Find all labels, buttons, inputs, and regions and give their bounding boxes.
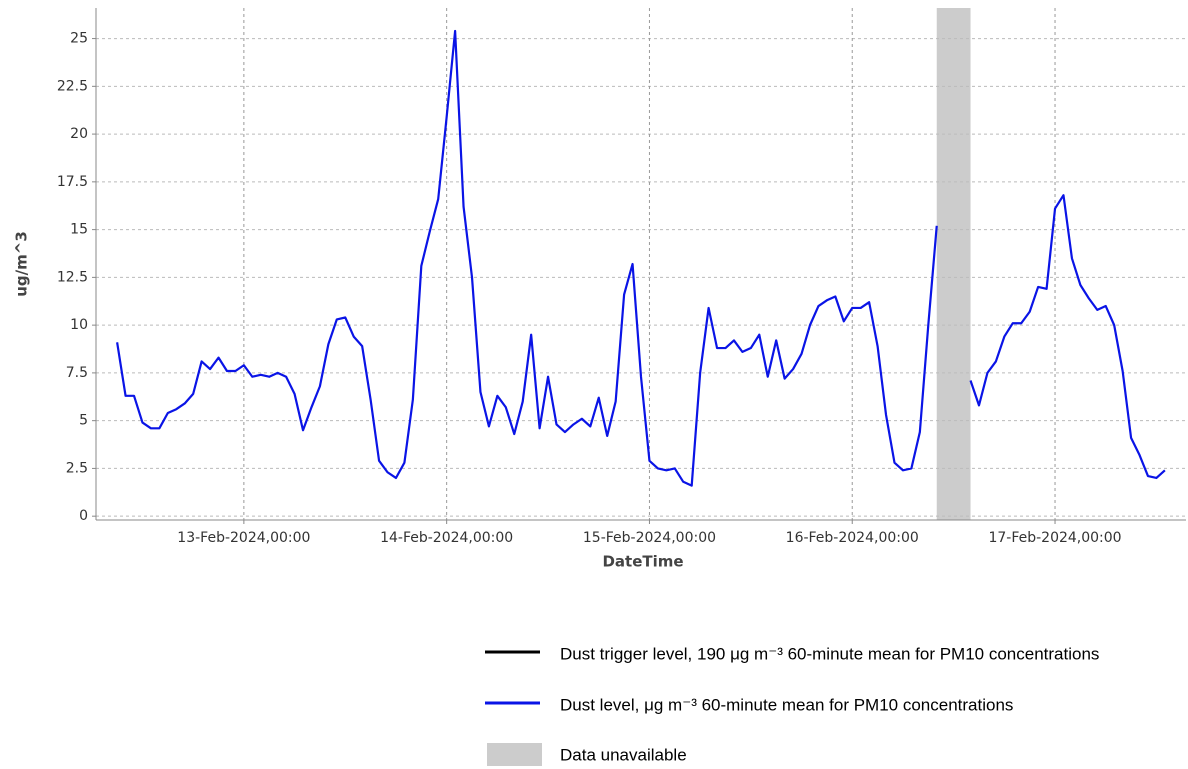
y-tick-label: 25 [70, 31, 88, 47]
y-tick-label: 0 [79, 508, 88, 524]
legend-label: Dust trigger level, 190 μg m⁻³ 60-minute… [560, 644, 1099, 663]
y-tick-label: 12.5 [57, 269, 88, 285]
y-tick-label: 17.5 [57, 174, 88, 190]
y-tick-label: 10 [70, 317, 88, 333]
y-tick-label: 15 [70, 222, 88, 238]
y-tick-label: 2.5 [66, 460, 88, 476]
data-line [116, 29, 1166, 487]
unavailable-band [936, 8, 971, 520]
y-axis-title: ug/m^3 [13, 231, 31, 297]
y-tick-label: 20 [70, 126, 88, 142]
y-tick-label: 5 [79, 413, 88, 429]
x-tick-label: 16-Feb-2024,00:00 [786, 530, 919, 546]
x-tick-label: 14-Feb-2024,00:00 [380, 530, 513, 546]
y-tick-label: 22.5 [57, 78, 88, 94]
x-tick-label: 15-Feb-2024,00:00 [583, 530, 716, 546]
legend-swatch [487, 743, 542, 766]
y-tick-label: 7.5 [66, 365, 88, 381]
legend-label: Dust level, μg m⁻³ 60-minute mean for PM… [560, 695, 1013, 714]
x-tick-label: 13-Feb-2024,00:00 [177, 530, 310, 546]
x-tick-label: 17-Feb-2024,00:00 [988, 530, 1121, 546]
legend-label: Data unavailable [560, 745, 687, 764]
x-axis-title: DateTime [602, 553, 683, 571]
